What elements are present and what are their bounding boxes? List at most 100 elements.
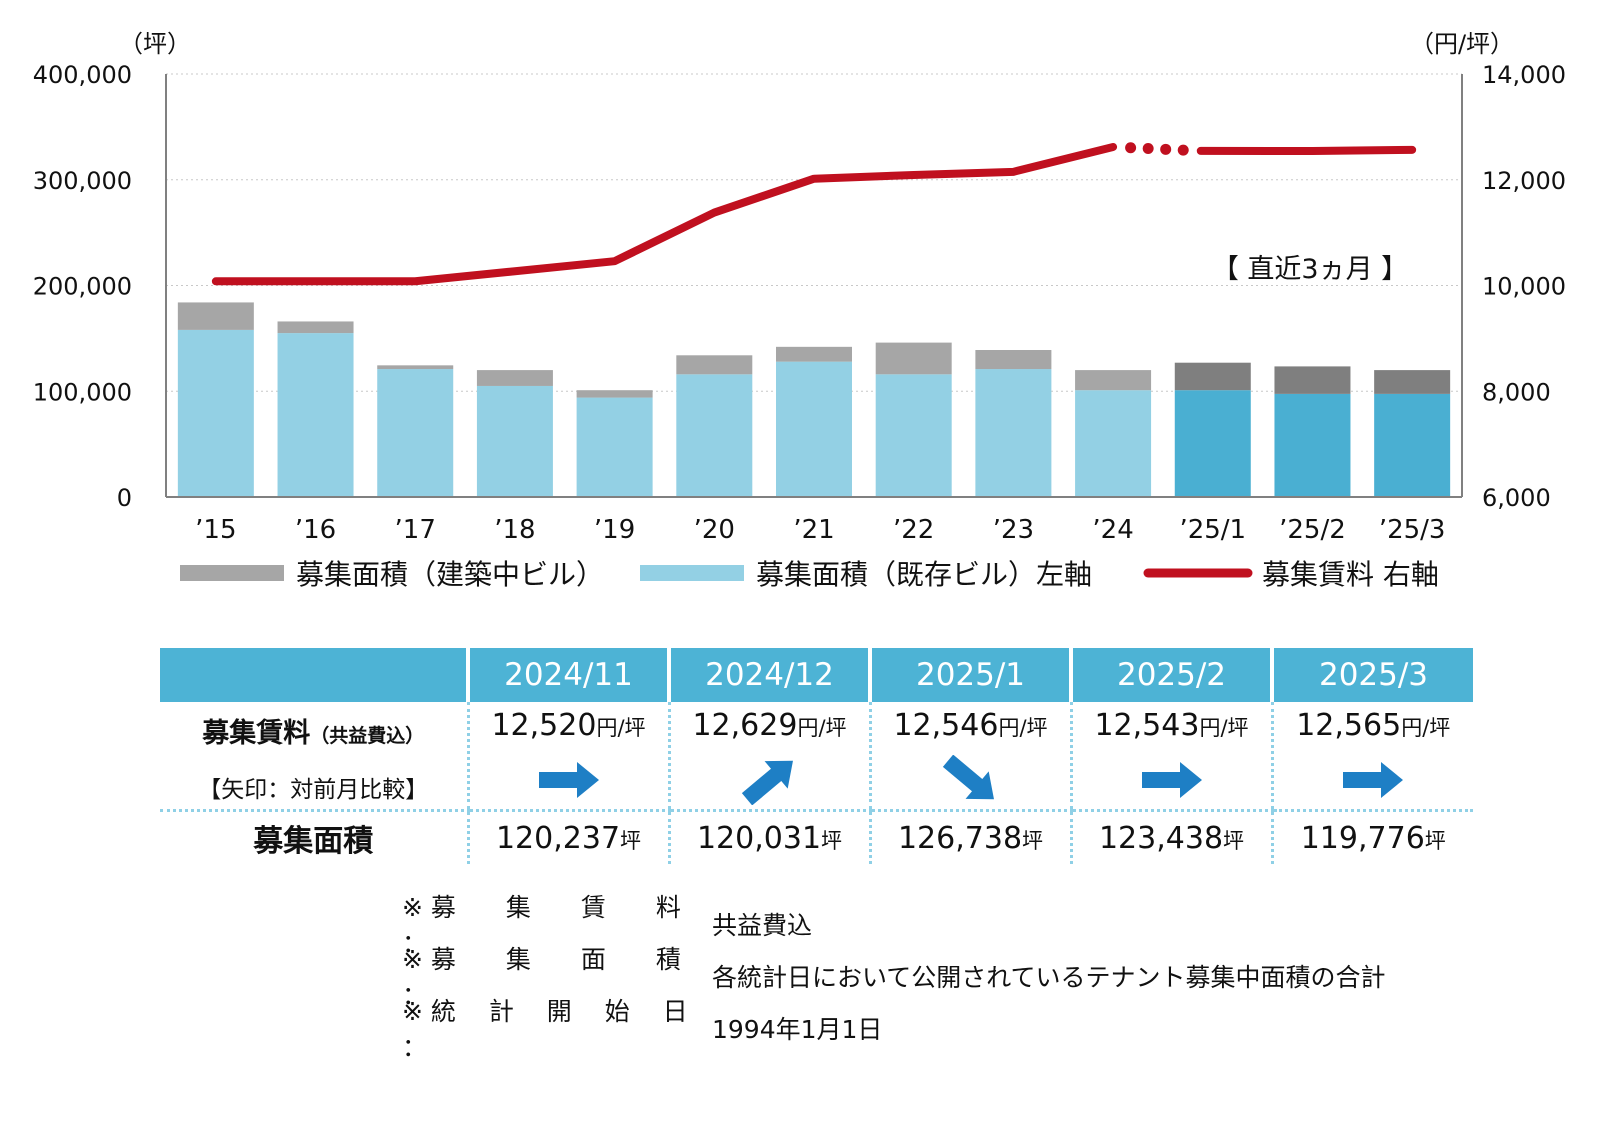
area-row-header: 募集面積 xyxy=(160,811,468,865)
bar-existing xyxy=(177,329,254,497)
bar-existing xyxy=(377,369,454,497)
left-tick-label: 300,000 xyxy=(33,167,132,195)
bar-existing xyxy=(975,369,1052,497)
legend: 募集面積（建築中ビル） 募集面積（既存ビル）左軸 募集賃料 右軸 xyxy=(180,558,1439,591)
arrow-shape xyxy=(942,755,994,800)
bar-under-construction xyxy=(576,390,653,398)
rent-value-wrap: 12,520円/坪 xyxy=(470,708,668,743)
bar-existing xyxy=(1174,390,1251,497)
bar-existing xyxy=(476,385,553,497)
rent-line-dot xyxy=(1177,144,1189,156)
rent-line-recent xyxy=(1196,145,1417,156)
category-label: ’16 xyxy=(295,515,336,545)
bar-under-construction xyxy=(1374,370,1451,394)
recent-3-months-annotation: 【 直近3ヵ月 】 xyxy=(1212,254,1408,285)
area-cell: 123,438坪 xyxy=(1069,810,1272,864)
header-2025-3: 2025/3 xyxy=(1272,648,1473,702)
bar-under-construction xyxy=(1274,366,1351,394)
rent-cell: 12,629円/坪 xyxy=(667,702,870,812)
rent-line-dot xyxy=(1160,143,1172,155)
area-cell: 126,738坪 xyxy=(868,810,1071,864)
arrow-up-icon xyxy=(741,760,793,805)
bar-under-construction xyxy=(776,346,852,362)
rent-label-sub: （共益費込） xyxy=(310,725,425,747)
bar-group xyxy=(177,302,1451,497)
rent-unit: 円/坪 xyxy=(1401,716,1451,740)
area-value: 123,438 xyxy=(1098,820,1224,856)
rent-value: 12,543 xyxy=(1094,708,1200,743)
bar-under-construction xyxy=(875,342,952,375)
arrow-down-icon xyxy=(942,755,994,800)
right-tick-label: 8,000 xyxy=(1482,378,1551,406)
bar-under-construction xyxy=(676,355,753,375)
tick-labels: 0 100,000 200,000 300,000 400,000 6,000 8,000 1… xyxy=(33,61,1566,512)
left-tick-label: 400,000 xyxy=(33,61,132,89)
category-label: ’17 xyxy=(395,515,436,545)
right-tick-label: 12,000 xyxy=(1482,167,1566,195)
header-2025-1: 2025/1 xyxy=(870,648,1073,702)
rent-unit: 円/坪 xyxy=(1199,716,1249,740)
rent-value-wrap: 12,543円/坪 xyxy=(1073,708,1271,743)
rent-row-header: 募集賃料（共益費込） 【矢印：対前月比較】 xyxy=(160,702,468,812)
area-value: 126,738 xyxy=(897,820,1023,856)
area-cell: 119,776坪 xyxy=(1270,810,1473,864)
right-tick-label: 6,000 xyxy=(1482,484,1551,512)
category-label: ’21 xyxy=(793,515,834,545)
rent-line-dot xyxy=(1142,143,1154,155)
left-tick-label: 0 xyxy=(117,484,132,512)
rent-value: 12,629 xyxy=(692,708,798,743)
rent-row: 募集賃料（共益費込） 【矢印：対前月比較】 12,520円/坪 12,629円/… xyxy=(160,702,1473,812)
bar-under-construction xyxy=(377,365,454,370)
left-tick-label: 100,000 xyxy=(33,378,132,406)
right-tick-label: 10,000 xyxy=(1482,273,1566,301)
arrow-flat-icon xyxy=(538,762,599,798)
category-label: ’25/3 xyxy=(1379,515,1446,545)
rent-unit: 円/坪 xyxy=(797,716,847,740)
rent-value: 12,520 xyxy=(491,708,597,743)
footnote-rent: ※ 募 集 賃 料 ： 共益費込 xyxy=(402,893,1386,958)
right-axis-unit: （円/坪） xyxy=(1410,30,1514,58)
bar-existing xyxy=(1075,390,1152,497)
legend-label-rent: 募集賃料 右軸 xyxy=(1262,558,1439,591)
right-tick-label: 14,000 xyxy=(1482,61,1566,89)
rent-line xyxy=(211,142,1118,286)
rent-cell: 12,543円/坪 xyxy=(1069,702,1272,812)
category-label: ’24 xyxy=(1092,515,1133,545)
bar-existing xyxy=(676,374,753,497)
rent-value: 12,546 xyxy=(893,708,999,743)
footnote-area: ※ 募 集 面 積 ： 各統計日において公開されているテナント募集中面積の合計 xyxy=(402,945,1386,1010)
arrow-legend-label: 【矢印：対前月比較】 xyxy=(198,777,429,803)
category-label: ’25/1 xyxy=(1179,515,1246,545)
area-unit: 坪 xyxy=(1424,828,1446,853)
area-value: 119,776 xyxy=(1300,820,1425,856)
rent-label-wrap: 募集賃料（共益費込） xyxy=(160,711,467,750)
bar-existing xyxy=(576,397,653,497)
footnote-label: ※ 統 計 開 始 日 ： xyxy=(402,997,688,1062)
rent-value-wrap: 12,629円/坪 xyxy=(671,708,869,743)
arrow-shape xyxy=(538,762,599,798)
table-header-row: 2024/11 2024/12 2025/1 2025/2 2025/3 xyxy=(160,648,1473,702)
area-cell: 120,237坪 xyxy=(466,810,669,864)
bar-under-construction xyxy=(177,302,254,330)
gridlines xyxy=(166,73,1462,392)
area-unit: 坪 xyxy=(1022,828,1044,853)
legend-label-under-construction: 募集面積（建築中ビル） xyxy=(296,558,604,591)
axes xyxy=(165,74,1463,498)
rent-value: 12,565 xyxy=(1296,708,1402,743)
rent-cell: 12,520円/坪 xyxy=(466,702,669,812)
category-label: ’25/2 xyxy=(1279,515,1346,545)
bar-existing xyxy=(1374,393,1451,497)
header-2025-2: 2025/2 xyxy=(1071,648,1274,702)
footnote-label: ※ 募 集 面 積 ： xyxy=(402,945,681,1010)
rent-cell: 12,546円/坪 xyxy=(868,702,1071,812)
category-label: ’20 xyxy=(694,515,735,545)
left-axis-unit: （坪） xyxy=(119,30,191,58)
arrow-shape xyxy=(1343,762,1404,798)
area-unit: 坪 xyxy=(620,828,642,853)
footnote-value: 1994年1月1日 xyxy=(712,1015,883,1044)
rent-label: 募集賃料 xyxy=(202,718,311,749)
footnotes: ※ 募 集 賃 料 ： 共益費込 ※ 募 集 面 積 ： 各統計日において公開さ… xyxy=(402,893,1386,1062)
bar-under-construction xyxy=(1075,370,1152,391)
table-corner-cell xyxy=(160,648,470,702)
monthly-summary-table: 2024/11 2024/12 2025/1 2025/2 2025/3 募集賃… xyxy=(160,648,1473,864)
